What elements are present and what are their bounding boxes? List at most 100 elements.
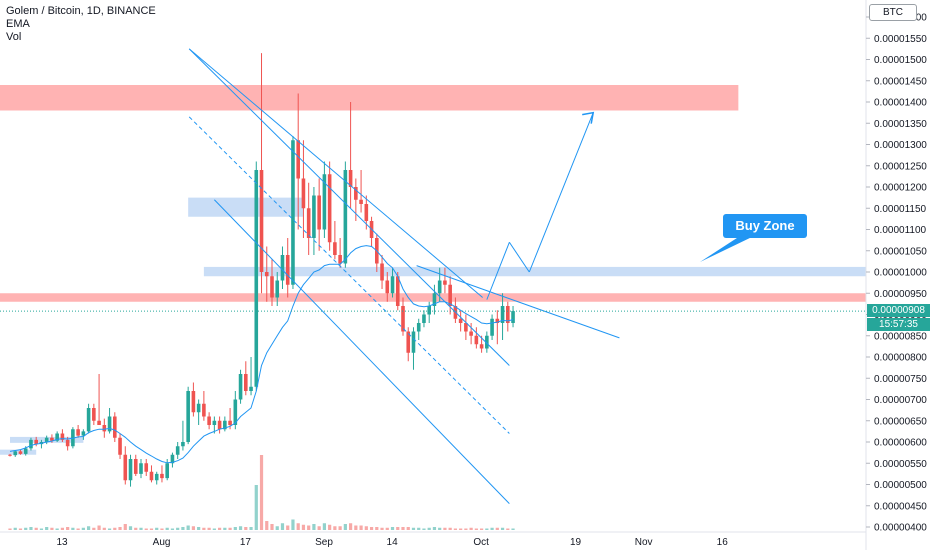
volume-bar <box>275 526 279 530</box>
candle-body <box>354 187 358 200</box>
candle-body <box>306 208 311 238</box>
y-tick-label: 0.00001100 <box>874 225 927 236</box>
candle-body <box>186 391 190 442</box>
candle-body <box>479 344 484 349</box>
x-tick-label: 13 <box>56 537 68 548</box>
volume-bar <box>406 527 410 530</box>
candle-body <box>448 284 452 306</box>
trendlines <box>188 48 620 504</box>
volume-bar <box>123 524 127 530</box>
trendline <box>508 241 530 273</box>
volume-bar <box>338 526 342 530</box>
currency-badge[interactable]: BTC <box>869 4 917 21</box>
candle-body <box>228 420 232 425</box>
x-tick-label: Aug <box>153 537 171 548</box>
candle-body <box>244 374 248 391</box>
volume-bar <box>113 527 117 530</box>
volume-bar <box>422 528 426 530</box>
candle-body <box>270 276 274 298</box>
volume-bar <box>349 523 353 530</box>
volume-bar <box>97 525 101 530</box>
volume-bar <box>24 527 28 530</box>
y-tick-label: 0.00001500 <box>874 55 927 66</box>
volume-bar <box>390 527 395 530</box>
candle-body <box>395 276 400 306</box>
candle-body <box>223 420 227 430</box>
volume-bar <box>223 527 227 530</box>
candle-body <box>437 280 442 294</box>
volume-bar <box>322 523 326 530</box>
candle-body <box>348 170 353 187</box>
y-tick-label: 0.00000650 <box>874 416 927 427</box>
ema-line <box>9 245 514 464</box>
candle-body <box>160 473 164 479</box>
buy-zone-callout[interactable]: Buy Zone <box>723 214 807 238</box>
volume-bar <box>107 528 112 530</box>
volume-bar <box>254 485 258 530</box>
volume-bar <box>249 527 253 530</box>
candle-body <box>196 403 201 413</box>
candle-body <box>217 420 222 430</box>
volume-bar <box>228 527 232 530</box>
volume-bar <box>212 528 216 530</box>
volume-bar <box>202 527 206 530</box>
trendline <box>188 116 510 434</box>
y-tick-label: 0.00001300 <box>874 140 927 151</box>
y-tick-label: 0.00000750 <box>874 374 927 385</box>
candle-body <box>296 140 300 179</box>
candle-body <box>432 293 437 306</box>
candle-body <box>490 318 494 336</box>
candle-body <box>390 276 395 294</box>
volume-bar <box>343 524 347 530</box>
candle-body <box>18 451 23 454</box>
candle-body <box>139 463 143 474</box>
candle-body <box>65 439 70 447</box>
candle-body <box>469 331 473 336</box>
x-tick-label: 16 <box>717 537 729 548</box>
candle-body <box>275 280 280 298</box>
trendline <box>416 265 620 339</box>
y-tick-label: 0.00001550 <box>874 34 927 45</box>
y-tick-label: 0.00000700 <box>874 395 927 406</box>
candle-body <box>464 323 468 332</box>
candle-body <box>312 195 316 238</box>
y-tick-label: 0.00001450 <box>874 76 927 87</box>
volume-bar <box>71 527 75 530</box>
volume-bar <box>186 525 190 530</box>
volume-bar <box>296 523 300 530</box>
candle-body <box>506 306 510 323</box>
candle-body <box>128 459 133 481</box>
volume-bar <box>485 528 489 530</box>
candle-body <box>102 425 107 432</box>
y-tick-label: 0.00000600 <box>874 438 927 449</box>
candle-body <box>259 170 264 272</box>
candle-body <box>343 170 348 264</box>
volume-bar <box>411 527 416 530</box>
candle-body <box>29 439 33 449</box>
candle-body <box>416 323 421 332</box>
candle-body <box>511 311 515 323</box>
candle-body <box>385 280 390 294</box>
candle-body <box>113 416 117 438</box>
y-tick-label: 0.00001350 <box>874 119 927 130</box>
candle-body <box>81 431 86 436</box>
volume-bar <box>197 527 201 530</box>
candle-body <box>123 454 128 481</box>
symbol-title: Golem / Bitcoin, 1D, BINANCE <box>6 5 156 17</box>
chart-legend: Golem / Bitcoin, 1D, BINANCE EMA Vol <box>6 5 156 44</box>
volume-bar <box>218 527 222 530</box>
x-tick-label: Sep <box>315 537 333 548</box>
volume-bar <box>328 524 332 530</box>
candle-body <box>291 140 295 285</box>
volume-bar <box>66 527 70 530</box>
volume-bar <box>149 528 154 530</box>
volume-bar <box>244 527 248 530</box>
volume-bar <box>354 525 358 530</box>
candle-body <box>285 255 290 285</box>
volume-bar <box>506 528 510 530</box>
trendline <box>528 112 594 273</box>
y-tick-label: 0.00001200 <box>874 183 927 194</box>
volume-bar <box>280 523 285 530</box>
candle-body <box>92 408 96 421</box>
